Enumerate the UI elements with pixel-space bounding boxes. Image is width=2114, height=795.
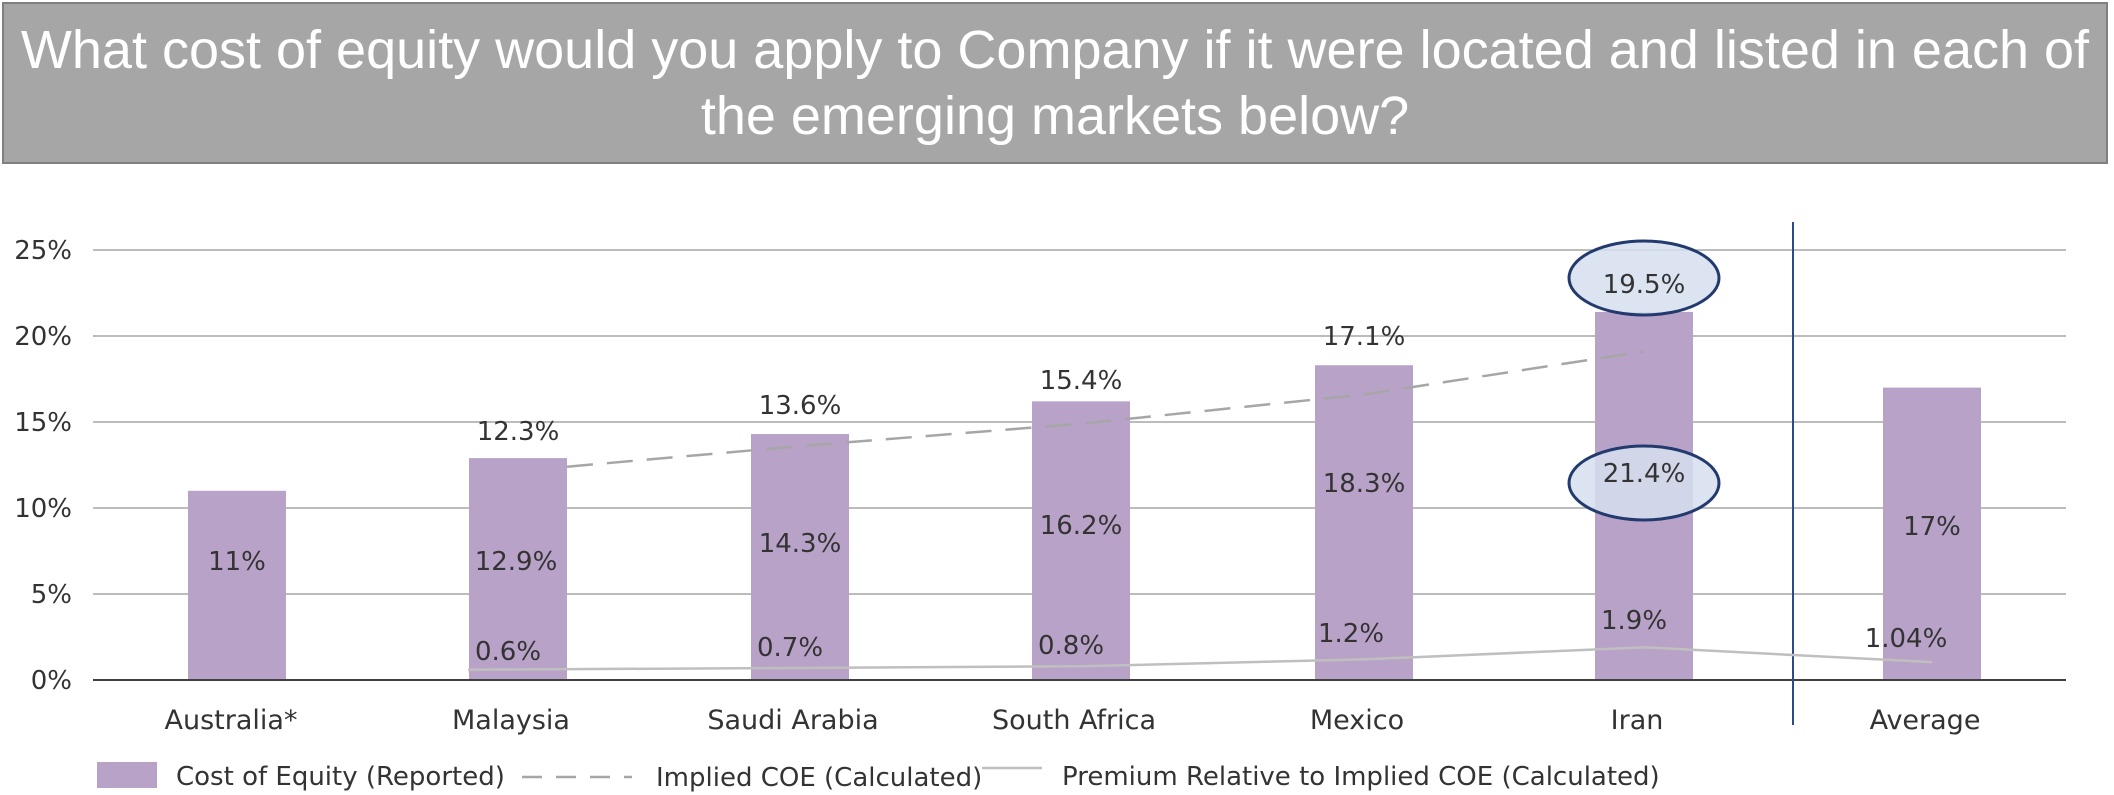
legend-swatch-bar (97, 762, 157, 788)
implied-coe-line (566, 350, 1645, 468)
x-tick-label: Saudi Arabia (707, 705, 878, 736)
chart-title: What cost of equity would you apply to C… (20, 20, 2090, 146)
bar (1315, 365, 1413, 680)
y-tick-label: 20% (14, 322, 72, 352)
x-tick-label: Average (1870, 705, 1981, 736)
bar-value-label: 17% (1903, 512, 1961, 542)
premium-label: 1.9% (1601, 606, 1667, 636)
y-tick-label: 0% (31, 666, 72, 696)
highlight-ellipse-implied (1567, 239, 1721, 317)
x-tick-label: Iran (1611, 705, 1664, 736)
bar-value-label: 11% (208, 547, 266, 577)
bar (469, 458, 567, 680)
title-banner: What cost of equity would you apply to C… (2, 2, 2108, 164)
bar-value-label: 12.9% (475, 547, 558, 577)
premium-label: 1.04% (1865, 624, 1948, 654)
y-tick-label: 5% (31, 580, 72, 610)
premium-label: 0.8% (1038, 631, 1104, 661)
legend-label: Implied COE (Calculated) (656, 763, 982, 793)
bar (1883, 387, 1981, 680)
implied-coe-label: 13.6% (759, 391, 842, 421)
y-tick-label: 10% (14, 494, 72, 524)
bar-value-label: 16.2% (1040, 511, 1123, 541)
legend-label: Premium Relative to Implied COE (Calcula… (1062, 762, 1660, 792)
premium-line (467, 646, 1933, 671)
highlight-ellipse-reported (1567, 444, 1721, 522)
x-tick-label: Malaysia (452, 705, 570, 736)
premium-label: 0.6% (475, 637, 541, 667)
x-tick-label: Mexico (1310, 705, 1404, 736)
implied-coe-label: 12.3% (477, 417, 560, 447)
implied-coe-label: 15.4% (1040, 366, 1123, 396)
x-tick-label: Australia* (165, 705, 298, 736)
bar (751, 434, 849, 680)
y-tick-label: 15% (14, 408, 72, 438)
implied-coe-label: 17.1% (1323, 322, 1406, 352)
y-tick-label: 25% (14, 236, 72, 266)
x-tick-label: South Africa (992, 705, 1156, 736)
bar-value-label: 21.4% (1603, 459, 1686, 489)
premium-label: 0.7% (757, 633, 823, 663)
premium-label: 1.2% (1318, 619, 1384, 649)
bar-value-label: 18.3% (1323, 469, 1406, 499)
bar (1032, 401, 1130, 680)
implied-coe-label: 19.5% (1603, 270, 1686, 300)
legend-label: Cost of Equity (Reported) (176, 762, 505, 792)
bar-value-label: 14.3% (759, 529, 842, 559)
bar (188, 490, 286, 680)
